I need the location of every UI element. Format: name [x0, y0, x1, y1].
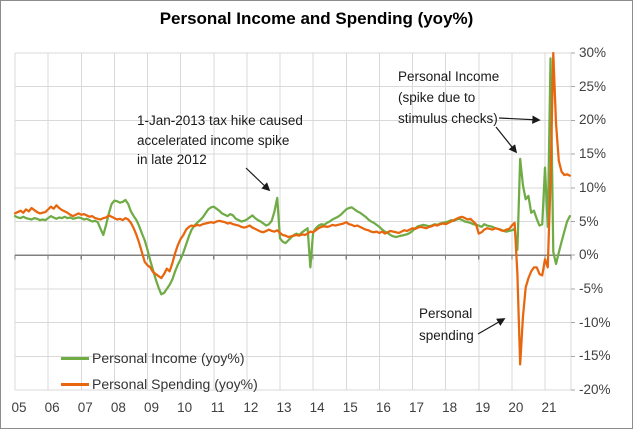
x-tick-label: 15	[342, 400, 358, 415]
legend-item-income: Personal Income (yoy%)	[61, 345, 258, 371]
y-tick-label: 25%	[579, 78, 607, 94]
income-line-swatch	[61, 356, 89, 360]
y-tick-label: -5%	[579, 280, 604, 296]
x-tick-label: 17	[408, 400, 425, 415]
spending-line-swatch	[61, 382, 89, 386]
legend-item-spending: Personal Spending (yoy%)	[61, 371, 258, 397]
annotation-arrow-stimulus-right	[498, 115, 541, 124]
x-tick-label: 16	[375, 400, 391, 415]
x-tick-label: 18	[442, 400, 458, 415]
annotation-stimulus-line3: stimulus checks)	[398, 111, 498, 126]
annotation-spending-line1: Personal	[419, 306, 473, 321]
annotation-arrow-tax	[245, 167, 271, 192]
annotation-spending: Personal spending	[419, 303, 474, 346]
chart-title: Personal Income and Spending (yoy%)	[159, 9, 474, 28]
y-tick-label: -15%	[579, 348, 611, 364]
annotation-stimulus: Personal Income (spike due to stimulus c…	[398, 66, 499, 129]
legend: Personal Income (yoy%) Personal Spending…	[61, 345, 258, 397]
annotation-arrow-spending	[477, 318, 506, 335]
x-tick-label: 13	[276, 400, 292, 415]
x-tick-label: 09	[143, 400, 160, 415]
legend-label-spending: Personal Spending (yoy%)	[92, 376, 258, 392]
annotation-tax-hike-line3: in late 2012	[137, 152, 207, 167]
x-tick-label: 12	[243, 400, 259, 415]
x-tick-label: 07	[77, 400, 93, 415]
y-tick-label: -20%	[579, 382, 611, 397]
x-tick-label: 21	[541, 400, 557, 415]
x-tick-label: 10	[177, 400, 193, 415]
annotation-stimulus-line2: (spike due to	[398, 90, 476, 105]
x-tick-label: 11	[210, 400, 225, 415]
y-tick-label: 5%	[579, 213, 599, 229]
annotation-arrow-stimulus-down	[495, 126, 518, 154]
annotation-tax-hike-line2: accelerated income spike	[137, 132, 290, 148]
annotation-tax-hike-line1: 1-Jan-2013 tax hike caused	[137, 113, 303, 128]
y-tick-label: 15%	[579, 146, 607, 162]
y-tick-label: 30%	[579, 45, 607, 60]
y-tick-label: 20%	[579, 112, 607, 128]
x-tick-label: 08	[110, 400, 126, 415]
annotation-stimulus-line1: Personal Income	[398, 69, 500, 84]
y-tick-label: 0%	[579, 247, 599, 263]
x-tick-label: 05	[11, 400, 27, 415]
x-tick-label: 19	[475, 400, 491, 415]
x-tick-label: 06	[44, 400, 60, 415]
x-tick-label: 20	[508, 400, 524, 415]
y-tick-label: 10%	[579, 179, 607, 195]
legend-label-income: Personal Income (yoy%)	[92, 350, 245, 366]
annotation-tax-hike: 1-Jan-2013 tax hike caused accelerated i…	[137, 111, 303, 170]
spending-series-line	[13, 51, 571, 366]
y-tick-label: -10%	[579, 314, 611, 330]
annotation-spending-line2: spending	[419, 327, 474, 343]
x-tick-label: 14	[309, 400, 325, 415]
